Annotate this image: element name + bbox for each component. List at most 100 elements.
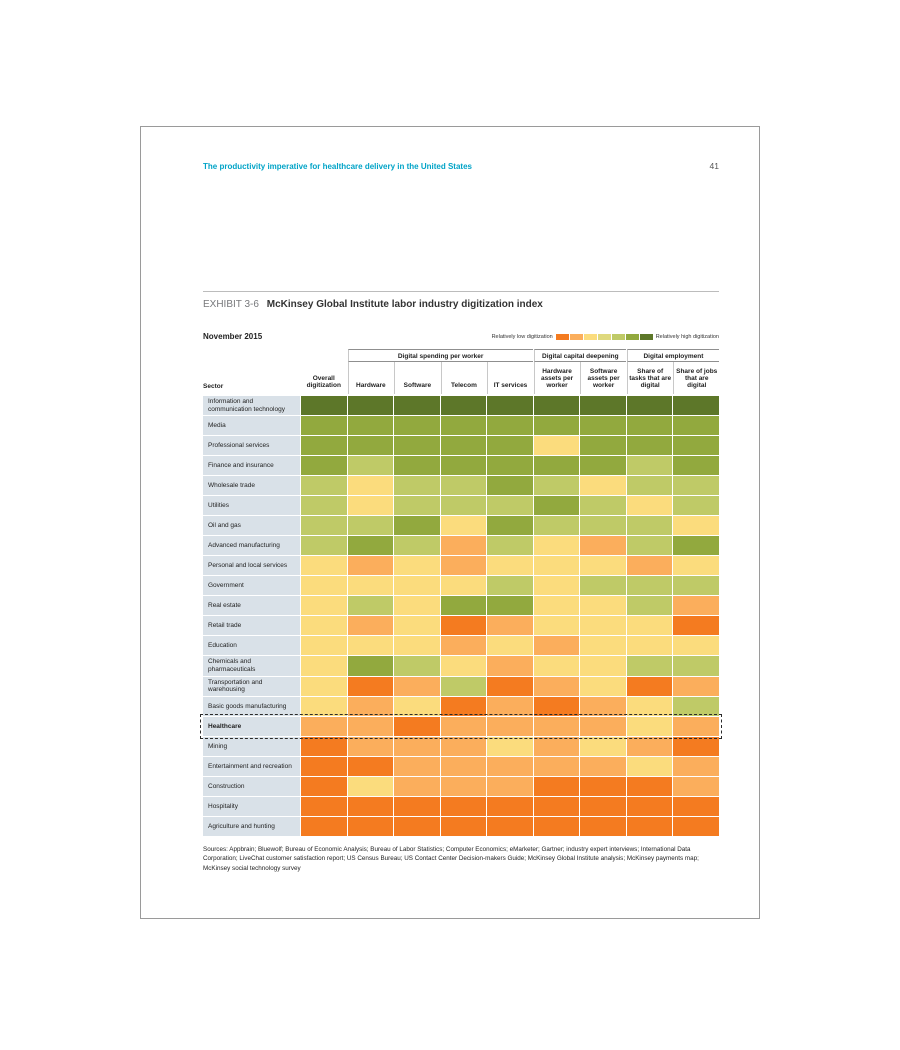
heatmap-cell xyxy=(626,536,673,556)
heatmap-cell xyxy=(394,696,440,716)
heatmap-cell xyxy=(394,496,440,516)
heatmap-cell xyxy=(487,696,533,716)
heatmap-cell xyxy=(301,536,347,556)
heatmap-cell xyxy=(347,796,394,816)
column-group-header: Digital spending per worker xyxy=(347,349,533,362)
heatmap-cell xyxy=(533,636,580,656)
running-title: The productivity imperative for healthca… xyxy=(203,162,472,171)
heatmap-cell xyxy=(440,416,487,436)
row-label: Transportation and warehousing xyxy=(203,676,300,696)
heatmap-cell xyxy=(533,536,580,556)
page-number: 41 xyxy=(709,161,719,171)
heatmap-cell xyxy=(626,456,673,476)
heatmap-cell xyxy=(440,636,487,656)
heatmap-cell xyxy=(533,776,580,796)
heatmap-cell xyxy=(347,456,394,476)
heatmap-cell xyxy=(626,416,673,436)
column-group-header: Digital capital deepening xyxy=(533,349,626,362)
heatmap-cell xyxy=(347,656,394,676)
heatmap-cell xyxy=(301,636,347,656)
column-header: Telecom xyxy=(440,362,487,394)
heatmap-cell xyxy=(533,396,580,416)
heatmap-cell xyxy=(394,816,440,836)
row-label: Utilities xyxy=(203,496,300,516)
heatmap-cell xyxy=(580,756,626,776)
sector-column-header: Sector xyxy=(203,383,224,390)
heatmap-cell xyxy=(347,636,394,656)
heatmap-cell xyxy=(626,436,673,456)
heatmap-cell xyxy=(673,456,719,476)
heatmap-cell xyxy=(533,436,580,456)
heatmap-cell xyxy=(347,696,394,716)
table-row: Oil and gas xyxy=(203,516,719,536)
heatmap-cell xyxy=(347,676,394,696)
table-row: Mining xyxy=(203,736,719,756)
heatmap-cell xyxy=(580,576,626,596)
heatmap-cell xyxy=(301,736,347,756)
column-group-header: Digital employment xyxy=(626,349,719,362)
heatmap-cell xyxy=(673,656,719,676)
legend-swatch xyxy=(583,333,597,340)
heatmap-cell xyxy=(440,596,487,616)
heatmap-cell xyxy=(394,556,440,576)
table-row: Real estate xyxy=(203,596,719,616)
heatmap-cell xyxy=(301,516,347,536)
row-label: Chemicals and pharmaceuticals xyxy=(203,656,300,676)
heatmap-cell xyxy=(673,736,719,756)
table-row: Information and communication technology xyxy=(203,396,719,416)
heatmap-cell xyxy=(301,816,347,836)
heatmap-cell xyxy=(440,396,487,416)
heatmap-cell xyxy=(533,736,580,756)
heatmap-cell xyxy=(394,476,440,496)
heatmap-cell xyxy=(626,496,673,516)
heatmap-cell xyxy=(487,756,533,776)
heatmap-cell xyxy=(533,656,580,676)
heatmap-cell xyxy=(440,696,487,716)
page-header: The productivity imperative for healthca… xyxy=(203,161,719,171)
heatmap-cell xyxy=(301,696,347,716)
heatmap-cell xyxy=(394,716,440,736)
row-label: Information and communication technology xyxy=(203,396,300,416)
heatmap-cell xyxy=(533,676,580,696)
heatmap-cell xyxy=(673,776,719,796)
heatmap-cell xyxy=(347,396,394,416)
row-label: Wholesale trade xyxy=(203,476,300,496)
table-row: Basic goods manufacturing xyxy=(203,696,719,716)
heatmap-cell xyxy=(580,816,626,836)
heatmap-cell xyxy=(626,676,673,696)
heatmap-cell xyxy=(580,656,626,676)
legend-swatch xyxy=(555,333,569,340)
table-header: Sector Digital spending per worker Digita… xyxy=(203,349,719,394)
heatmap-cell xyxy=(580,456,626,476)
heatmap-cell xyxy=(580,596,626,616)
table-row: Chemicals and pharmaceuticals xyxy=(203,656,719,676)
exhibit-label: EXHIBIT 3-6 xyxy=(203,299,259,310)
exhibit-meta: November 2015 Relatively low digitizatio… xyxy=(203,332,719,341)
heatmap-cell xyxy=(580,476,626,496)
heatmap-cell xyxy=(673,816,719,836)
heatmap-cell xyxy=(347,576,394,596)
legend-swatch xyxy=(569,333,583,340)
heatmap-cell xyxy=(580,436,626,456)
heatmap-cell xyxy=(533,796,580,816)
heatmap-cell xyxy=(673,796,719,816)
row-label: Advanced manufacturing xyxy=(203,536,300,556)
heatmap-cell xyxy=(440,816,487,836)
heatmap-cell xyxy=(440,496,487,516)
heatmap-cell xyxy=(673,436,719,456)
report-page: The productivity imperative for healthca… xyxy=(140,126,760,919)
row-label: Media xyxy=(203,416,300,436)
heatmap-cell xyxy=(626,776,673,796)
heatmap-cell xyxy=(301,416,347,436)
heatmap-cell xyxy=(394,776,440,796)
heatmap-cell xyxy=(626,736,673,756)
heatmap-cell xyxy=(673,716,719,736)
heatmap-cell xyxy=(394,456,440,476)
heatmap-cell xyxy=(347,816,394,836)
heatmap-cell xyxy=(626,556,673,576)
heatmap-cell xyxy=(440,796,487,816)
row-label: Entertainment and recreation xyxy=(203,756,300,776)
heatmap-cell xyxy=(673,556,719,576)
heatmap-cell xyxy=(487,516,533,536)
heatmap-cell xyxy=(533,576,580,596)
